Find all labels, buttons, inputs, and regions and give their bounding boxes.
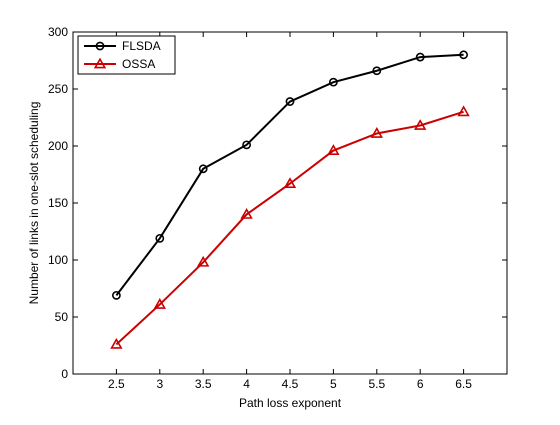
x-tick-label: 3 (156, 377, 163, 391)
legend-marker-flsda (95, 41, 105, 51)
data-point-flsda (198, 164, 208, 174)
legend-label-flsda: FLSDA (122, 39, 161, 53)
series-layer (110, 50, 470, 349)
x-tick-label: 6 (417, 377, 424, 391)
data-point-ossa (197, 255, 210, 267)
legend-marker-ossa (93, 57, 107, 69)
x-tick-label: 3.5 (195, 377, 212, 391)
data-point-flsda (459, 50, 468, 60)
y-axis-label: Number of links in one-slot scheduling (27, 102, 41, 305)
data-point-flsda (328, 77, 338, 87)
data-point-ossa (283, 177, 297, 189)
data-point-flsda (155, 233, 165, 243)
x-tick-label: 4.5 (282, 377, 299, 391)
x-tick-label: 2.5 (108, 377, 125, 391)
y-tick-label: 50 (55, 310, 69, 324)
data-point-ossa (110, 337, 123, 349)
y-tick-label: 300 (48, 25, 68, 39)
data-point-flsda (112, 290, 121, 300)
y-tick-label: 200 (48, 139, 68, 153)
data-point-ossa (153, 298, 166, 309)
y-tick-label: 150 (48, 196, 68, 210)
axis-ticks: 2.5 3 3.5 4 4.5 5 5.5 6 6.5 0 50 100 150 200 250 300 (48, 25, 507, 391)
y-tick-label: 0 (61, 367, 68, 381)
legend: FLSDA OSSA (77, 35, 176, 75)
data-point-ossa (414, 119, 427, 130)
x-axis-label: Path loss exponent (239, 396, 342, 410)
data-point-ossa (457, 105, 470, 117)
series-flsda (112, 50, 468, 300)
series-line-flsda (115, 53, 464, 296)
series-line-ossa (115, 110, 464, 346)
data-point-flsda (242, 140, 251, 150)
x-tick-label: 5 (330, 377, 337, 391)
plot-area (72, 31, 508, 375)
x-tick-label: 4 (243, 377, 250, 391)
data-point-flsda (285, 97, 295, 106)
x-tick-label: 6.5 (455, 377, 472, 391)
data-point-ossa (327, 144, 340, 155)
data-point-ossa (240, 207, 253, 219)
series-ossa (110, 105, 470, 349)
y-tick-label: 250 (48, 82, 68, 96)
x-tick-label: 5.5 (368, 377, 385, 391)
data-point-ossa (370, 127, 383, 138)
data-point-flsda (372, 66, 382, 76)
legend-box (77, 35, 176, 75)
y-tick-label: 100 (48, 253, 68, 267)
legend-label-ossa: OSSA (122, 57, 155, 71)
data-point-flsda (415, 52, 425, 62)
